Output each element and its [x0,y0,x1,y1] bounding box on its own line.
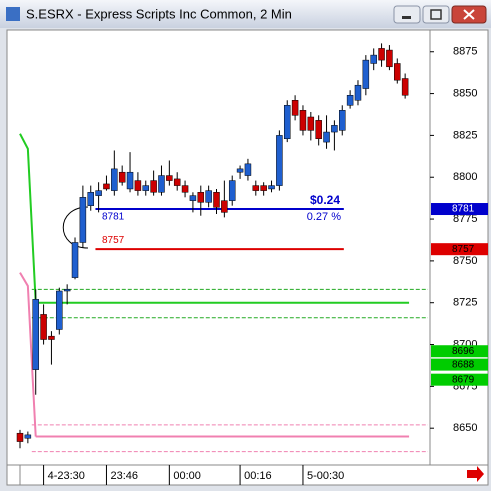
candle-body [221,200,228,213]
app-icon [6,7,20,21]
x-tick-label: 00:16 [244,470,272,482]
candle-body [378,48,385,61]
candle-body [401,78,409,96]
change-label: $0.24 [310,193,340,207]
price-tag-label: 8781 [452,204,475,215]
maximize-button[interactable] [422,5,450,24]
close-button[interactable] [451,5,487,24]
candle-body [63,289,71,292]
candle-body [268,185,275,190]
candle-body [252,185,260,191]
candle-body [48,335,55,340]
price-tag [431,243,488,256]
y-tick-label: 8800 [453,171,477,183]
candle-body [283,105,291,139]
corner-box [6,464,21,486]
candle-body [103,183,110,190]
candle-body [307,116,315,131]
price-tag-label: 8696 [452,346,475,357]
y-tick-label: 8650 [453,422,477,434]
candle-body [213,192,220,208]
y-tick-label: 8875 [453,46,477,58]
level-label: 8757 [102,235,125,246]
candle-body [126,171,134,190]
candle-body [260,185,267,191]
candle-body [95,190,102,196]
candle-body [370,54,377,64]
candle-body [323,131,330,143]
change-pct-label: 0.27 % [307,211,341,223]
price-tag-label: 8688 [452,359,475,370]
candle-body [71,242,79,278]
x-tick-label: 00:00 [173,470,201,482]
y-tick-label: 8850 [453,87,477,99]
candle-body [291,100,299,116]
candle-body [197,192,205,203]
candle-body [299,110,307,131]
price-tag [431,203,488,216]
candle-body [32,299,39,370]
x-tick-label: 5-00:30 [307,470,344,482]
candle-body [386,49,393,68]
candle-body [394,63,401,81]
y-tick-label: 8750 [453,255,477,267]
price-tag [431,358,488,371]
indicator-line [19,272,37,437]
candle-body [40,314,47,340]
candle-body [158,175,165,193]
candle-body [339,110,346,131]
candle-body [79,197,87,243]
candle-body [87,192,94,206]
candle-body [205,190,212,203]
price-tag-label: 8679 [452,374,475,385]
candle-body [228,180,236,201]
candle-body [166,175,173,181]
indicator-line [19,133,37,303]
x-tick-label: 23:46 [110,470,138,482]
candle-body [354,84,362,101]
candle-body [315,120,322,139]
price-tag [431,345,488,358]
candle-body [56,290,63,330]
candle-body [173,178,181,186]
window-title: S.ESRX - Express Scripts Inc Common, 2 M… [26,6,292,21]
candle-body [244,163,252,176]
candle-body [142,185,150,191]
plot-area [6,29,431,466]
minimize-button[interactable] [393,5,421,24]
candle-body [118,171,126,183]
y-tick-label: 8775 [453,213,477,225]
price-tag [431,373,488,386]
candle-body [24,434,32,439]
scroll-arrow[interactable] [467,466,484,482]
y-tick-label: 8825 [453,129,477,141]
candle-body [16,432,24,442]
candle-body [236,168,244,173]
candle-body [134,180,142,191]
candle-body [346,95,354,106]
bracket [62,206,89,249]
y-tick-label: 8725 [453,297,477,309]
candle-body [181,185,189,193]
x-tick-label: 4-23:30 [48,470,85,482]
candle-body [189,195,197,201]
candle-body [111,168,118,191]
price-tag-label: 8757 [452,244,475,255]
candle-body [331,125,338,133]
level-label: 8781 [102,212,125,223]
candle-body [276,135,283,186]
candle-body [362,59,370,89]
candle-body [150,180,157,193]
